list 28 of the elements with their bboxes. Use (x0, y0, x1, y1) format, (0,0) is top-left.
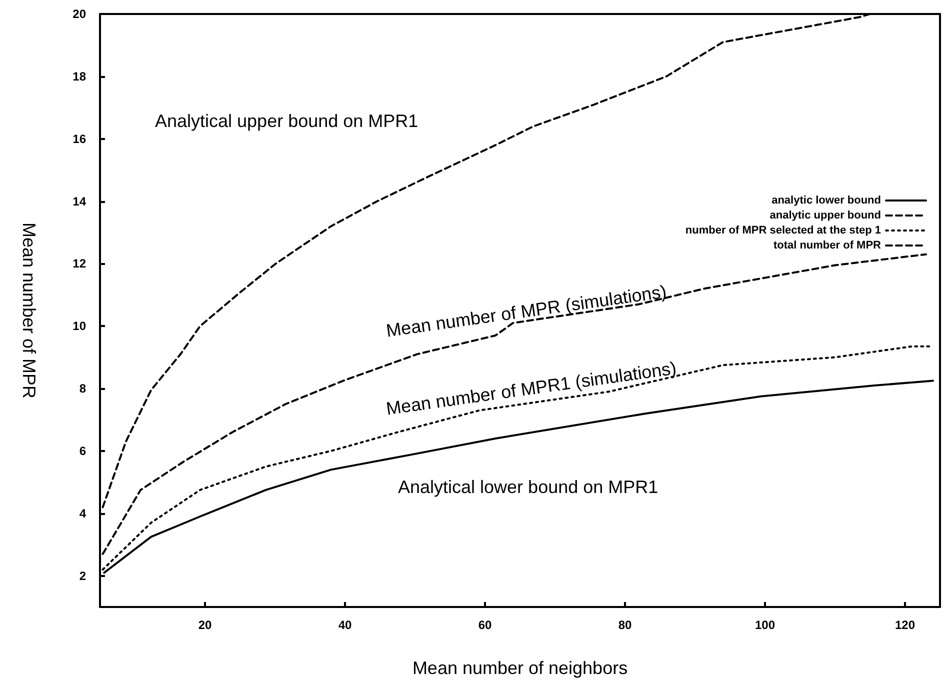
annotation: Analytical lower bound on MPR1 (398, 477, 658, 497)
y-tick-label: 16 (72, 132, 86, 146)
y-tick-label: 8 (79, 382, 86, 396)
legend-label: total number of MPR (773, 240, 882, 252)
x-tick-label: 80 (618, 618, 632, 632)
x-axis-title: Mean number of neighbors (412, 658, 628, 678)
x-tick-label: 60 (478, 618, 492, 632)
legend-label: analytic lower bound (772, 194, 881, 206)
y-tick-label: 2 (79, 568, 86, 583)
y-tick-label: 18 (72, 69, 86, 84)
x-tick-label: 20 (198, 618, 212, 632)
y-tick-label: 20 (72, 7, 86, 21)
y-tick-label: 14 (72, 194, 86, 208)
y-tick-label: 12 (72, 256, 86, 271)
line-series (102, 345, 933, 571)
annotation: Mean number of MPR (simulations) (384, 281, 668, 341)
y-tick-label: 10 (72, 319, 86, 334)
x-tick-label: 100 (754, 618, 776, 632)
y-axis-title: Mean number of MPR (19, 222, 39, 399)
line-series (102, 253, 927, 555)
annotation: Mean number of MPR1 (simulations) (384, 358, 678, 419)
annotation: Analytical upper bound on MPR1 (155, 111, 418, 131)
legend-label: number of MPR selected at the step 1 (685, 224, 881, 236)
y-tick-label: 4 (79, 506, 86, 520)
y-tick-label: 6 (79, 444, 86, 458)
legend-label: analytic upper bound (770, 210, 881, 222)
x-tick-label: 120 (894, 618, 916, 632)
x-tick-label: 40 (338, 618, 352, 632)
